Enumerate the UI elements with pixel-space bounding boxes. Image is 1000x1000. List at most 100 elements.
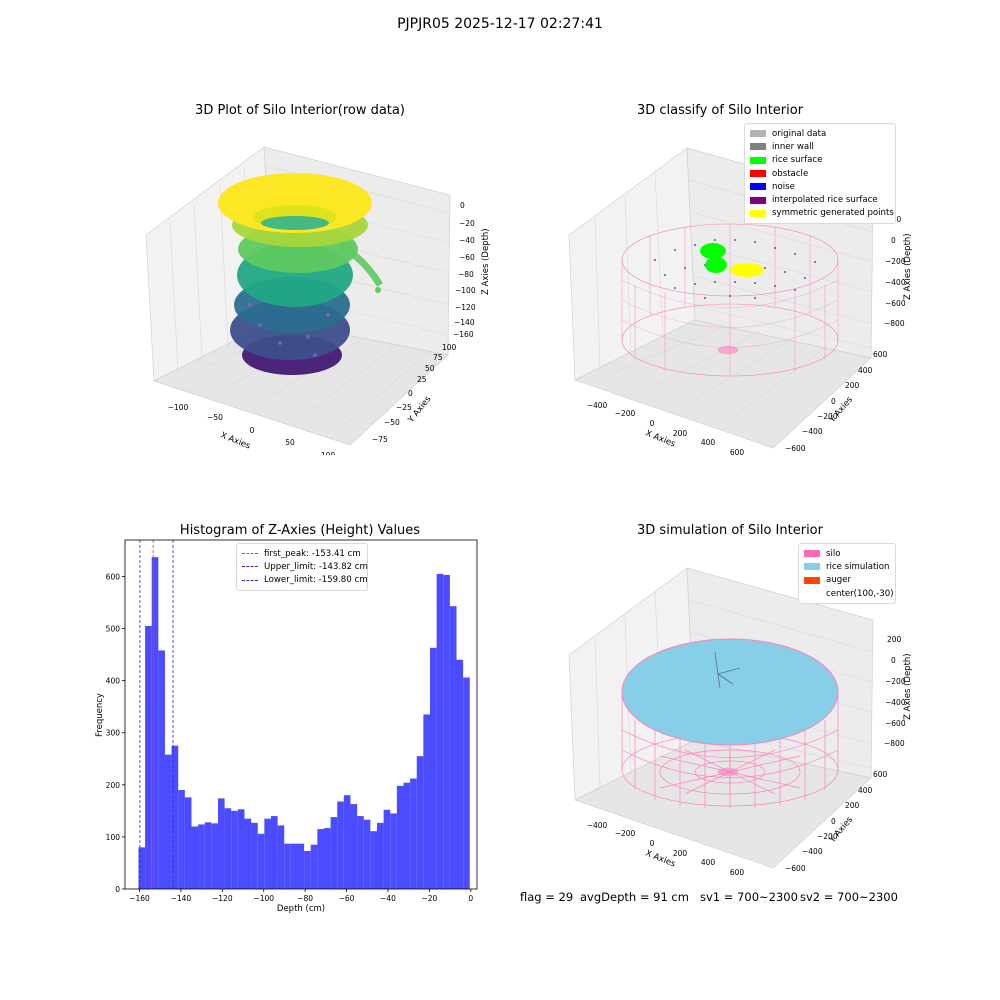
histogram-x-tick-label: −140 xyxy=(171,894,192,903)
classify-silo-cylinder xyxy=(621,223,839,377)
simulation-silo-cylinder xyxy=(621,692,839,808)
sv1-stat: sv1 = 700~2300 xyxy=(700,890,798,904)
histogram-bar xyxy=(363,819,371,889)
legend-swatch xyxy=(750,196,766,204)
histogram-y-tick-label: 200 xyxy=(106,781,121,790)
legend-item-auger: auger xyxy=(804,574,890,587)
legend-item-original-data: original data xyxy=(750,127,890,140)
simulation-3d-plot: −400 −200 0 200 400 600 −600 −400 −200 0… xyxy=(568,567,913,877)
histogram-bar xyxy=(376,822,384,889)
simulation-panel-title: 3D simulation of Silo Interior xyxy=(637,523,823,538)
raw-y-tick: −75 xyxy=(372,435,388,444)
histogram-bar xyxy=(449,606,457,889)
legend-item-first-peak: first_peak: -153.41 cm xyxy=(242,547,362,560)
histogram-y-tick-label: 400 xyxy=(106,677,121,686)
legend-swatch xyxy=(804,576,820,584)
classify-y-tick: 0 xyxy=(831,397,836,406)
histogram-bar xyxy=(244,818,252,889)
histogram-x-label: Depth (cm) xyxy=(277,904,325,914)
legend-swatch xyxy=(750,183,766,191)
classify-x-tick: −200 xyxy=(615,409,636,418)
histogram-bar xyxy=(224,808,232,889)
simulation-x-tick: 400 xyxy=(701,858,716,867)
classify-y-tick: −400 xyxy=(802,427,823,436)
histogram-panel-title: Histogram of Z-Axies (Height) Values xyxy=(179,523,421,538)
histogram-x-tick-label: −120 xyxy=(212,894,233,903)
histogram-bar xyxy=(330,817,338,889)
raw-x-tick: 50 xyxy=(285,438,295,447)
simulation-rice-surface xyxy=(621,638,839,746)
histogram-bar xyxy=(357,816,364,889)
histogram-bar xyxy=(383,809,391,889)
histogram-bar xyxy=(410,778,417,889)
legend-item-rice-surface: rice surface xyxy=(750,154,890,167)
raw-axis-ticks: −100 −50 0 50 100 −75 −50 −25 0 25 50 75… xyxy=(168,201,476,455)
legend-item-symmetric: symmetric generated points xyxy=(750,207,894,220)
raw-z-tick: 0 xyxy=(460,201,465,210)
histogram-bar xyxy=(436,573,444,889)
simulation-y-tick: −600 xyxy=(785,864,806,873)
histogram-bar xyxy=(251,822,258,889)
histogram-bar xyxy=(151,557,159,889)
histogram-bar xyxy=(403,782,411,889)
figure-suptitle: PJPJR05 2025-12-17 02:27:41 xyxy=(397,16,603,32)
histogram-bar xyxy=(390,813,397,889)
raw-y-tick: 0 xyxy=(408,389,413,398)
raw-y-tick: 25 xyxy=(417,375,427,384)
histogram-bar xyxy=(237,809,245,889)
simulation-x-tick: 600 xyxy=(730,868,745,877)
histogram-bar xyxy=(164,754,172,889)
histogram-bar xyxy=(158,650,165,889)
histogram-bar xyxy=(456,659,464,889)
simulation-z-tick: 200 xyxy=(887,635,902,644)
raw-y-tick: −50 xyxy=(384,418,400,427)
legend-item-center: center(100,-30) xyxy=(804,587,894,600)
histogram-x-tick-label: −60 xyxy=(339,894,355,903)
classify-y-tick: −600 xyxy=(785,444,806,453)
legend-item-interpolated: interpolated rice surface xyxy=(750,193,890,206)
histogram-bar xyxy=(184,797,192,889)
histogram-bar xyxy=(323,828,331,889)
histogram-y-label: Frequency xyxy=(95,693,105,737)
raw-z-axis-label: Z Axies (Depth) xyxy=(481,228,491,295)
histogram-y-tick-label: 500 xyxy=(106,625,121,634)
legend-swatch xyxy=(804,563,820,571)
classify-y-tick: 200 xyxy=(845,381,860,390)
histogram-frame xyxy=(124,539,478,890)
classify-panel-title: 3D classify of Silo Interior xyxy=(636,103,804,118)
raw-x-axis-label: X Axies xyxy=(219,431,252,452)
histogram-x-tick-label: −40 xyxy=(380,894,396,903)
histogram-legend: first_peak: -153.41 cm Upper_limit: -143… xyxy=(236,543,368,591)
histogram-y-ticks: 0 100 200 300 400 500 600 xyxy=(106,572,125,894)
simulation-y-tick: −400 xyxy=(802,847,823,856)
raw-z-tick: −20 xyxy=(459,219,475,228)
histogram-bar xyxy=(284,843,291,889)
legend-item-lower-limit: Lower_limit: -159.80 cm xyxy=(242,574,368,587)
simulation-y-tick: −200 xyxy=(817,832,838,841)
legend-swatch xyxy=(750,143,766,151)
histogram-bar xyxy=(211,823,218,889)
classify-z-tick: −600 xyxy=(885,299,906,308)
histogram-bar xyxy=(396,785,404,889)
legend-swatch xyxy=(242,579,258,581)
legend-swatch xyxy=(804,550,820,558)
histogram-x-tick-label: −20 xyxy=(421,894,437,903)
classify-x-tick: 0 xyxy=(650,419,655,428)
histogram-x-tick-label: −80 xyxy=(297,894,313,903)
raw-x-tick: 100 xyxy=(321,451,336,455)
histogram-bar xyxy=(350,804,358,889)
classify-y-tick: 600 xyxy=(873,350,888,359)
classify-x-tick: 400 xyxy=(701,438,716,447)
histogram-y-tick-label: 100 xyxy=(106,833,121,842)
raw-x-tick: 0 xyxy=(250,426,255,435)
simulation-y-tick: 400 xyxy=(858,786,873,795)
simulation-x-tick: 0 xyxy=(650,839,655,848)
raw-z-tick: −120 xyxy=(455,303,476,312)
simulation-z-tick: −400 xyxy=(885,698,906,707)
histogram-bar xyxy=(204,822,212,889)
raw-z-tick: −160 xyxy=(453,330,474,339)
classify-x-tick: 600 xyxy=(730,448,745,457)
classify-legend: original data inner wall rice surface ob… xyxy=(744,123,896,225)
histogram-bar xyxy=(171,745,179,889)
legend-swatch xyxy=(750,209,766,217)
